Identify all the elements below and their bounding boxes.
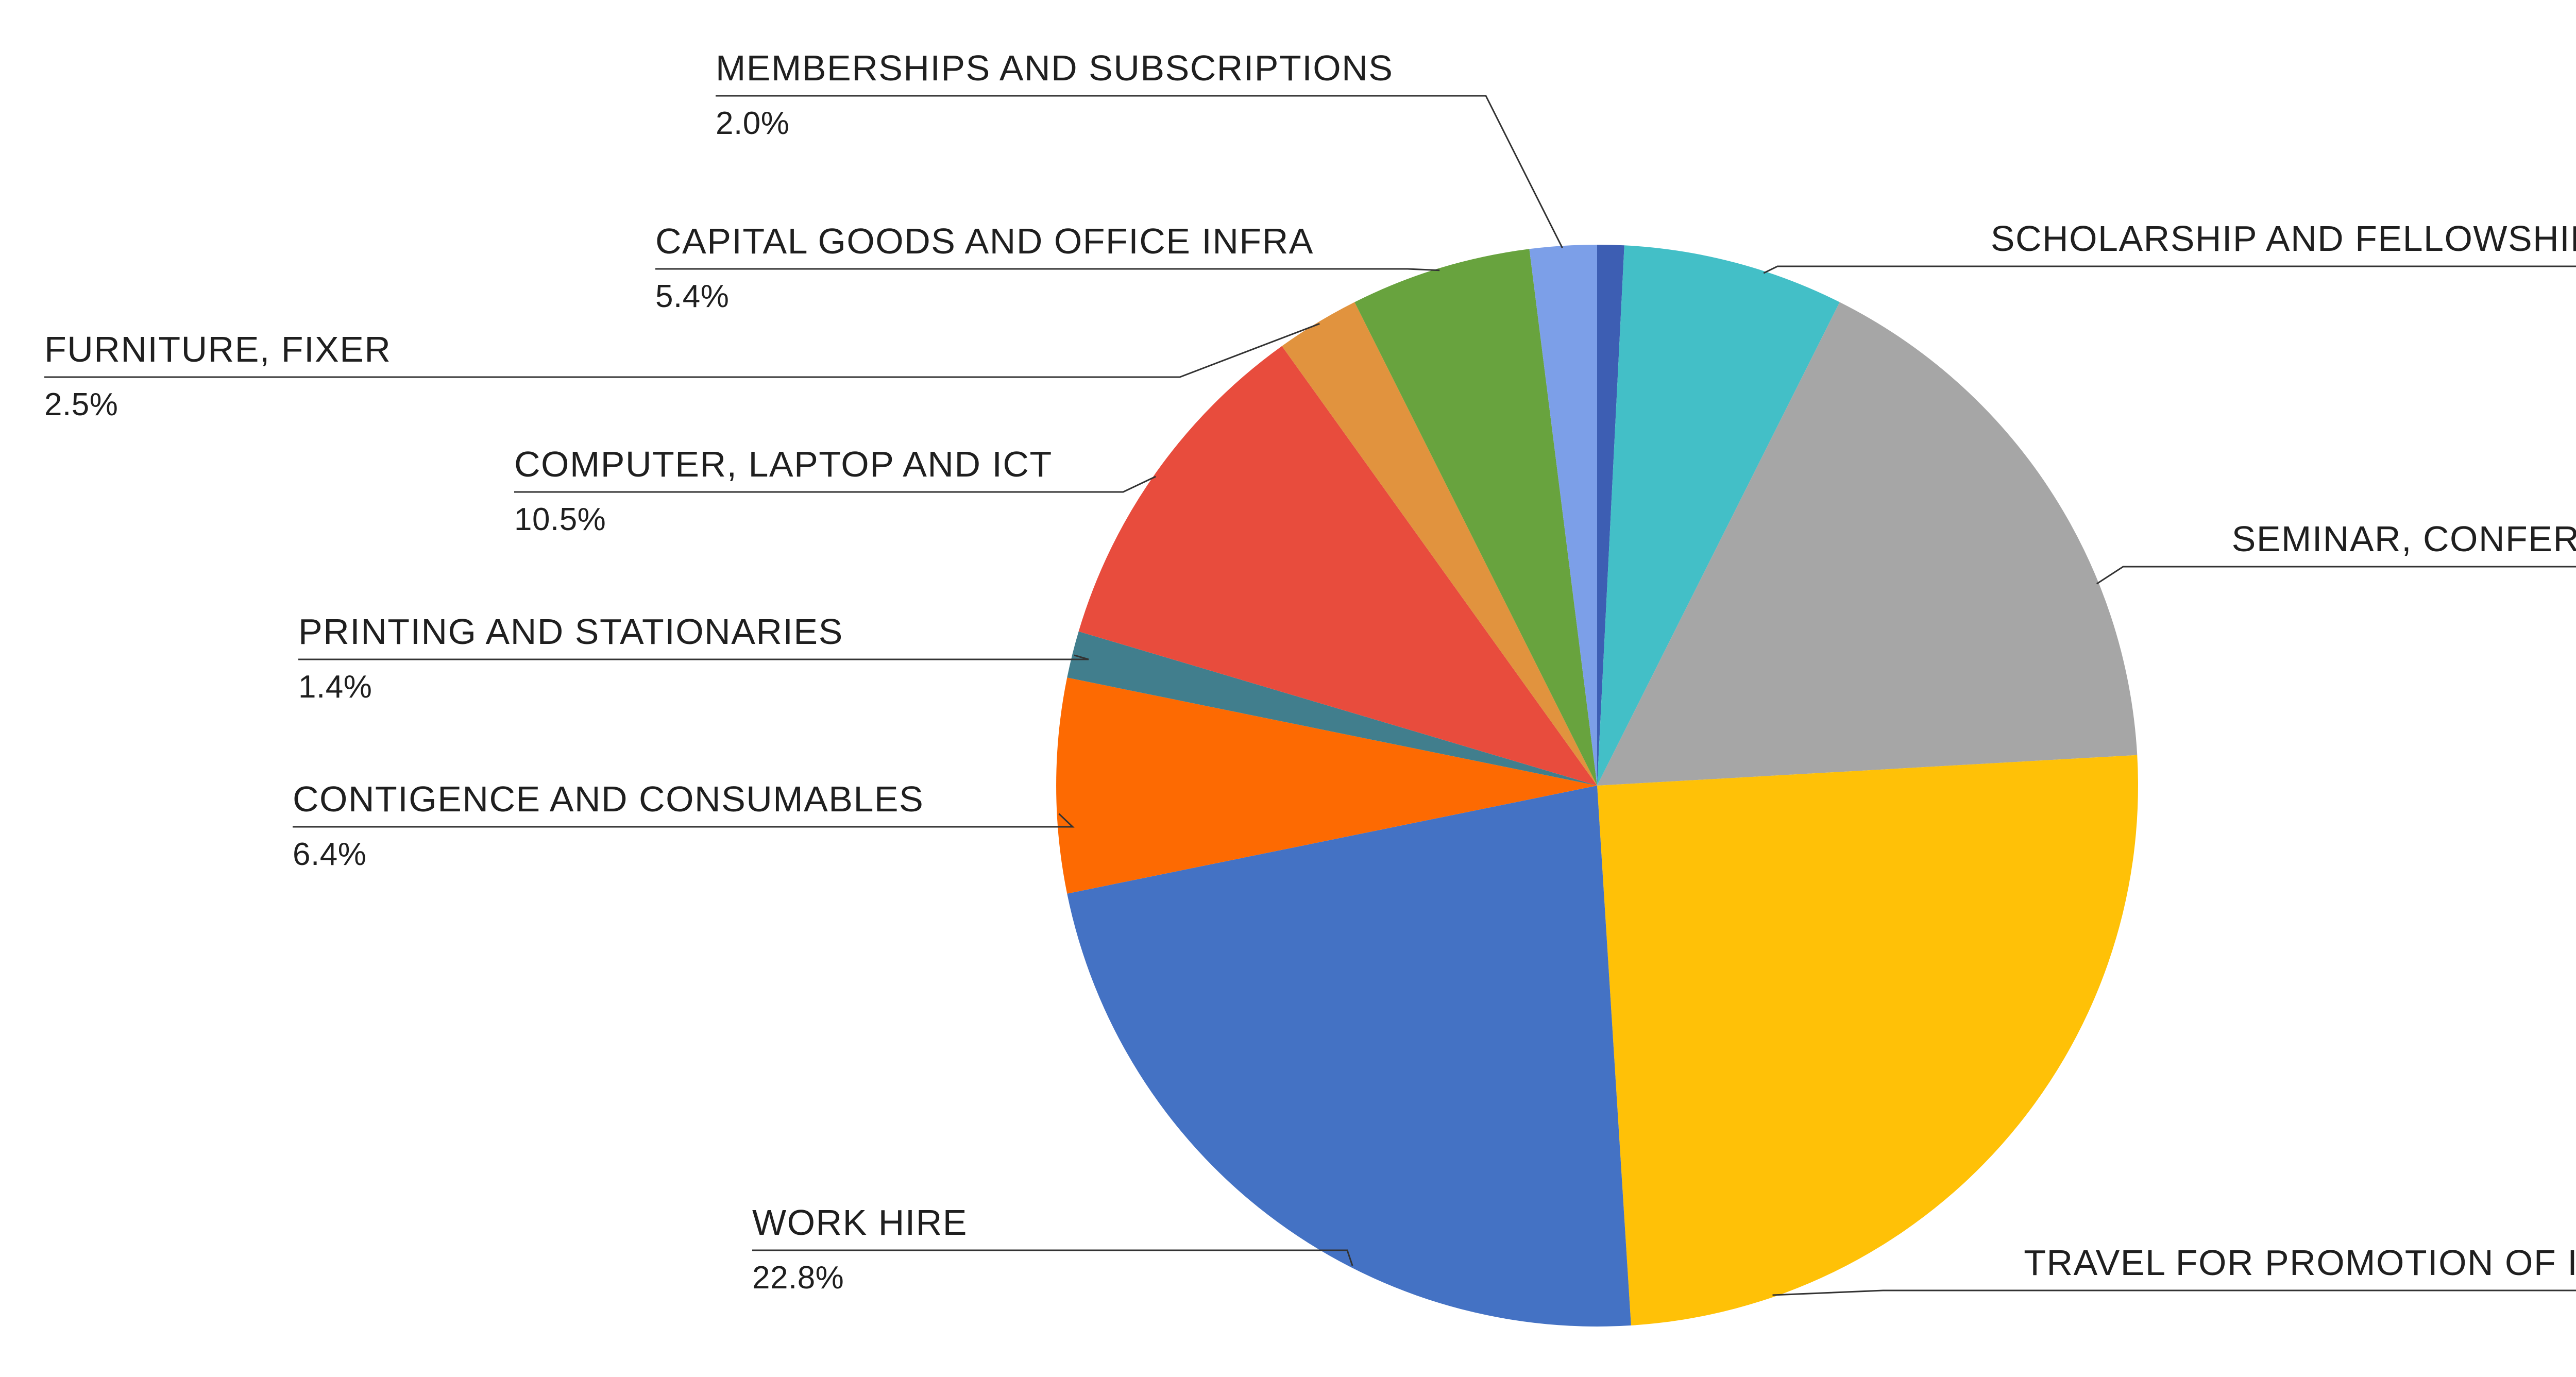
slice-label-5: CONTIGENCE AND CONSUMABLES — [293, 779, 924, 819]
slice-label-9: CAPITAL GOODS AND OFFICE INFRA — [655, 221, 1314, 261]
slice-label-10: MEMBERSHIPS AND SUBSCRIPTIONS — [716, 48, 1394, 88]
leader-line-10 — [716, 95, 1563, 248]
pie-slice-4[interactable] — [1067, 786, 1631, 1327]
pie-slice-10[interactable] — [1529, 245, 1597, 786]
pie-slice-3[interactable] — [1597, 755, 2138, 1325]
slice-pct-6: 1.4% — [298, 669, 372, 705]
leader-line-9 — [655, 268, 1440, 271]
slice-label-7: COMPUTER, LAPTOP AND ICT — [514, 444, 1053, 484]
pie-slice-0[interactable] — [1597, 244, 1624, 786]
pie-slice-1[interactable] — [1597, 245, 1840, 786]
slice-label-2: SEMINAR, CONFERENCE, EVENTS AND DELE... — [2231, 519, 2576, 559]
slice-label-8: FURNITURE, FIXER — [44, 329, 392, 369]
slice-pct-7: 10.5% — [514, 502, 606, 537]
pie-slice-9[interactable] — [1354, 249, 1597, 786]
leader-line-3 — [1772, 1289, 2576, 1296]
slice-pct-4: 22.8% — [752, 1260, 844, 1296]
slice-label-1: SCHOLARSHIP AND FELLOWSHIP, AWARDS, REWA… — [1990, 218, 2576, 259]
leader-line-6 — [298, 654, 1089, 660]
slice-label-3: TRAVEL FOR PROMOTION OF INTERNATIONAL RE… — [2024, 1243, 2576, 1283]
slice-pct-5: 6.4% — [293, 837, 367, 872]
leader-line-5 — [293, 813, 1075, 828]
leader-line-7 — [514, 475, 1156, 493]
pie-slice-5[interactable] — [1056, 677, 1597, 894]
leader-line-8 — [44, 322, 1320, 378]
pie-slice-7[interactable] — [1078, 346, 1597, 786]
pie-slice-6[interactable] — [1067, 631, 1597, 786]
slice-pct-9: 5.4% — [655, 279, 730, 314]
leader-line-4 — [752, 1249, 1353, 1266]
slice-pct-8: 2.5% — [44, 387, 118, 422]
pie-slice-8[interactable] — [1282, 302, 1597, 786]
pie-slice-2[interactable] — [1597, 302, 2138, 786]
slice-pct-10: 2.0% — [716, 106, 790, 141]
leader-line-2 — [2096, 566, 2576, 585]
leader-line-1 — [1763, 265, 2576, 274]
slice-label-4: WORK HIRE — [752, 1202, 968, 1243]
slice-label-6: PRINTING AND STATIONARIES — [298, 611, 843, 652]
